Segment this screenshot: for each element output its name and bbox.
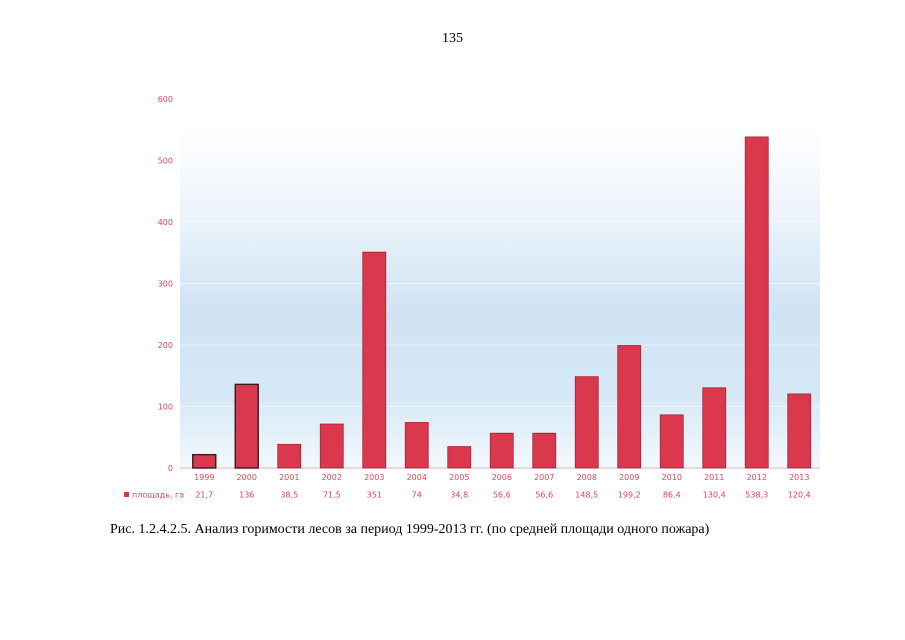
x-tick-label: 2004 <box>407 473 427 482</box>
x-tick-label: 2000 <box>237 473 257 482</box>
bar <box>659 414 684 469</box>
x-tick-label: 1999 <box>194 473 214 482</box>
data-label: 538,3 <box>745 491 768 500</box>
data-label: 56,6 <box>535 491 553 500</box>
data-label: 38,5 <box>280 491 298 500</box>
legend-label: площадь, га <box>132 491 184 500</box>
legend-swatch <box>124 492 129 497</box>
bar <box>277 443 302 469</box>
bar <box>319 423 344 469</box>
y-tick-label: 0 <box>168 464 173 473</box>
x-tick-label: 2010 <box>662 473 682 482</box>
x-tick-label: 2013 <box>789 473 809 482</box>
data-label: 351 <box>367 491 382 500</box>
bar <box>744 136 769 469</box>
x-axis: 1999 2000 2001 2002 2003 2004 2005 2006 2007 2008… <box>194 473 809 482</box>
data-label: 86,4 <box>663 491 681 500</box>
bar <box>574 376 599 469</box>
bar <box>617 345 642 469</box>
figure-caption: Рис. 1.2.4.2.5. Анализ горимости лесов з… <box>110 522 710 537</box>
x-tick-label: 2003 <box>364 473 384 482</box>
x-tick-label: 2007 <box>534 473 554 482</box>
x-tick-label: 2002 <box>322 473 342 482</box>
x-tick-label: 2012 <box>747 473 767 482</box>
y-tick-label: 300 <box>158 280 173 289</box>
page-number: 135 <box>442 31 463 46</box>
x-tick-label: 2001 <box>279 473 299 482</box>
y-axis: 0 100 200 300 400 500 600 <box>158 95 173 473</box>
x-tick-label: 2008 <box>577 473 597 482</box>
y-tick-label: 600 <box>158 95 173 104</box>
bar <box>404 422 429 469</box>
x-tick-label: 2005 <box>449 473 469 482</box>
bars <box>192 136 812 469</box>
data-label: 21,7 <box>195 491 213 500</box>
data-label: 56,6 <box>493 491 511 500</box>
bar <box>787 393 812 469</box>
y-tick-label: 100 <box>158 403 173 412</box>
y-tick-label: 400 <box>158 218 173 227</box>
data-label: 74 <box>412 491 422 500</box>
bar <box>362 251 387 469</box>
data-label: 148,5 <box>575 491 598 500</box>
data-table: площадь, га 21,7 136 38,5 71,5 351 74 34,8 56,6… <box>124 491 811 500</box>
data-label: 136 <box>239 491 254 500</box>
y-tick-label: 500 <box>158 157 173 166</box>
bar <box>192 453 217 469</box>
bar <box>447 446 472 469</box>
x-tick-label: 2011 <box>704 473 724 482</box>
data-label: 120,4 <box>788 491 811 500</box>
bar <box>489 432 514 469</box>
data-label: 71,5 <box>323 491 341 500</box>
bar <box>702 387 727 469</box>
x-tick-label: 2006 <box>492 473 512 482</box>
data-label: 34,8 <box>450 491 468 500</box>
bar <box>234 383 259 469</box>
data-label: 130,4 <box>703 491 726 500</box>
x-tick-label: 2009 <box>619 473 639 482</box>
y-tick-label: 200 <box>158 341 173 350</box>
data-label: 199,2 <box>618 491 641 500</box>
bar <box>532 432 557 469</box>
